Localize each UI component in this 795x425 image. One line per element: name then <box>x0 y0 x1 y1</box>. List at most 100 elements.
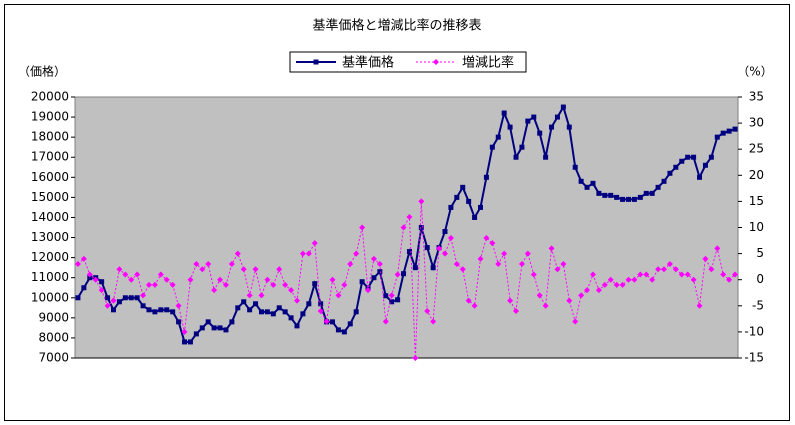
marker <box>406 214 413 221</box>
marker <box>720 130 726 136</box>
marker <box>264 309 270 315</box>
marker <box>228 261 235 268</box>
marker <box>472 214 478 220</box>
y2-tick-label: 5 <box>756 246 764 260</box>
marker <box>625 276 632 283</box>
marker <box>205 261 212 268</box>
marker <box>477 204 483 210</box>
marker <box>560 104 566 110</box>
marker <box>80 255 87 262</box>
y-tick-label: 14000 <box>31 210 69 224</box>
marker <box>613 281 620 288</box>
marker <box>584 184 590 190</box>
marker <box>678 271 685 278</box>
marker <box>625 196 631 202</box>
marker <box>182 339 188 345</box>
marker <box>359 279 365 285</box>
marker <box>382 318 389 325</box>
y-tick-label: 16000 <box>31 170 69 184</box>
marker <box>720 271 727 278</box>
marker <box>685 154 691 160</box>
marker <box>655 266 662 273</box>
marker <box>377 269 383 275</box>
marker <box>81 285 87 291</box>
marker <box>726 128 732 134</box>
marker <box>572 318 579 325</box>
marker <box>169 281 176 288</box>
marker <box>672 266 679 273</box>
y2-tick-label: 20 <box>749 168 764 182</box>
marker <box>684 271 691 278</box>
marker <box>531 114 537 120</box>
marker <box>318 301 324 307</box>
marker <box>542 302 549 309</box>
marker <box>92 276 99 283</box>
y-tick-label: 13000 <box>31 230 69 244</box>
legend-box <box>289 51 527 73</box>
marker <box>74 261 81 268</box>
marker <box>288 315 294 321</box>
marker <box>590 180 596 186</box>
marker <box>548 245 555 252</box>
marker <box>110 297 117 304</box>
marker <box>128 276 135 283</box>
y2-tick-label: -5 <box>752 298 764 312</box>
marker <box>477 255 484 262</box>
marker <box>595 287 602 294</box>
marker <box>341 329 347 335</box>
marker <box>376 261 383 268</box>
marker <box>637 271 644 278</box>
marker <box>270 281 277 288</box>
y-tick-label: 19000 <box>31 110 69 124</box>
marker <box>430 265 436 271</box>
marker <box>424 308 431 315</box>
marker <box>530 271 537 278</box>
legend-label: 増減比率 <box>462 55 514 71</box>
y-tick-label: 8000 <box>38 330 69 344</box>
marker <box>383 293 389 299</box>
marker <box>495 261 502 268</box>
marker <box>199 266 206 273</box>
marker <box>276 266 283 273</box>
marker <box>401 271 407 277</box>
marker <box>690 276 697 283</box>
marker <box>347 321 353 327</box>
marker <box>518 261 525 268</box>
marker <box>525 118 531 124</box>
marker <box>732 271 739 278</box>
marker <box>323 318 330 325</box>
marker <box>631 196 637 202</box>
marker <box>560 261 567 268</box>
marker <box>193 331 199 337</box>
marker <box>158 307 164 313</box>
marker <box>726 276 733 283</box>
marker <box>584 287 591 294</box>
marker <box>347 261 354 268</box>
marker <box>572 164 578 170</box>
marker <box>217 325 223 331</box>
y-tick-label: 11000 <box>31 270 69 284</box>
marker <box>697 174 703 180</box>
marker <box>305 250 312 257</box>
marker <box>620 196 626 202</box>
marker <box>513 154 519 160</box>
marker <box>330 319 336 325</box>
marker <box>313 59 319 65</box>
y-axis-title: （価格） <box>18 64 66 79</box>
marker <box>543 154 549 160</box>
marker <box>75 295 81 301</box>
y-tick-label: 15000 <box>31 190 69 204</box>
marker <box>537 130 543 136</box>
y2-tick-label: -10 <box>744 324 764 338</box>
y2-tick-label: 30 <box>749 116 764 130</box>
marker <box>104 302 111 309</box>
marker <box>128 295 134 301</box>
marker <box>507 124 513 130</box>
y-tick-label: 20000 <box>31 90 69 104</box>
marker <box>288 287 295 294</box>
marker <box>448 204 454 210</box>
marker <box>501 110 507 116</box>
marker <box>335 327 341 333</box>
marker <box>441 250 448 257</box>
